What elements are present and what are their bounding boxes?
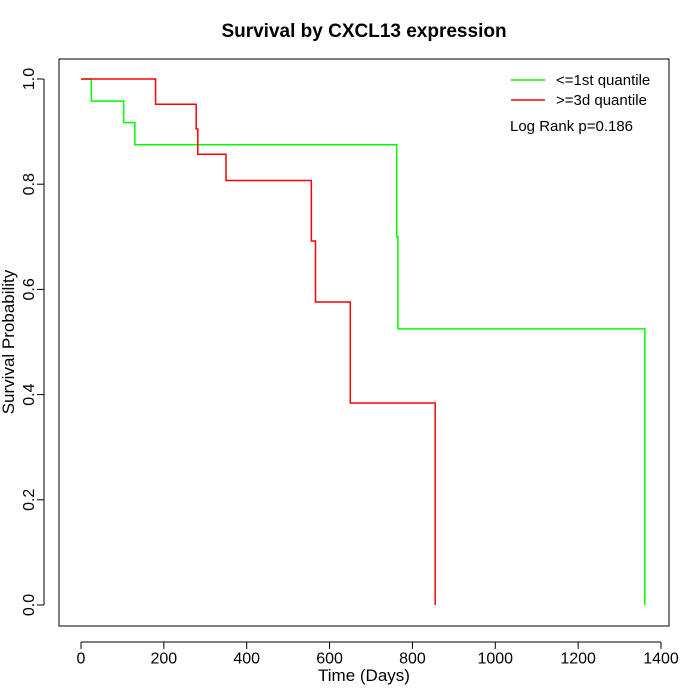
- x-tick-label: 400: [233, 650, 260, 667]
- x-tick-label: 200: [151, 650, 178, 667]
- y-tick-label: 0.6: [21, 278, 38, 300]
- legend-label: >=3d quantile: [556, 92, 647, 109]
- chart-title: Survival by CXCL13 expression: [221, 21, 506, 42]
- y-tick-label: 0.4: [21, 383, 38, 405]
- x-tick-label: 0: [77, 650, 86, 667]
- x-axis-label: Time (Days): [318, 666, 410, 685]
- x-tick-label: 1000: [477, 650, 513, 667]
- x-tick-label: 1400: [643, 650, 679, 667]
- y-tick-label: 0.8: [21, 173, 38, 195]
- plot-frame: [58, 58, 670, 627]
- x-tick-label: 800: [399, 650, 426, 667]
- legend: <=1st quantile >=3d quantile: [511, 72, 650, 109]
- y-tick-label: 0.2: [21, 489, 38, 511]
- legend-label: <=1st quantile: [556, 72, 650, 89]
- survival-curve-series-2: [81, 78, 436, 605]
- survival-curve-series-1: [81, 78, 646, 605]
- y-axis-label: Survival Probability: [0, 269, 18, 414]
- x-tick-label: 600: [316, 650, 343, 667]
- y-axis: 0.0 0.2 0.4 0.6 0.8 1.0: [21, 68, 45, 616]
- survival-curves: [81, 78, 646, 605]
- x-axis: 0 200 400 600 800 1000 1200 1400: [77, 641, 679, 667]
- y-tick-label: 0.0: [21, 594, 38, 616]
- y-tick-label: 1.0: [21, 68, 38, 90]
- log-rank-annotation: Log Rank p=0.186: [510, 118, 633, 135]
- x-tick-label: 1200: [560, 650, 596, 667]
